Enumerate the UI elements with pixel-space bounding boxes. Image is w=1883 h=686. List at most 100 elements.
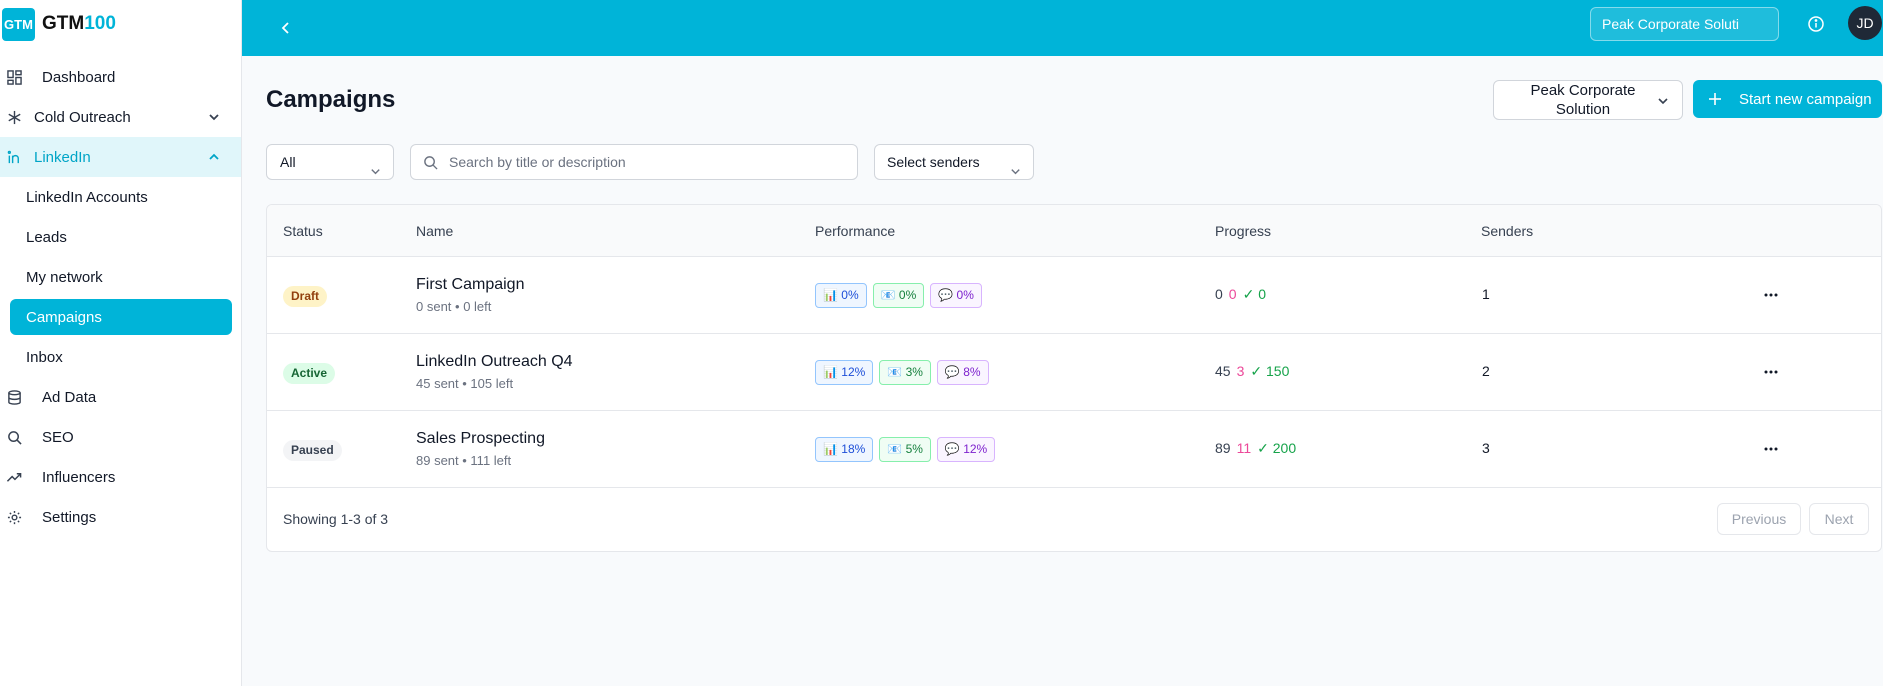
senders-count: 1 <box>1482 286 1490 302</box>
status-badge: Active <box>283 363 336 384</box>
sidebar-item-leads[interactable]: Leads <box>26 228 67 246</box>
progress-done: ✓ 200 <box>1257 440 1297 456</box>
campaign-name[interactable]: First Campaign <box>416 276 525 293</box>
sidebar: GTM GTM100 Dashboard Cold Outreach Linke… <box>0 0 242 686</box>
senders-count: 2 <box>1482 363 1490 379</box>
sidebar-item-influencers[interactable]: Influencers <box>0 457 241 497</box>
org-select-value: Peak Corporate Solution <box>1530 82 1636 118</box>
performance-chips: 📊 0% 📧 0% 💬 0% <box>815 283 982 308</box>
logo: GTM <box>2 7 35 41</box>
page-title: Campaigns <box>266 86 396 113</box>
sidebar-item-linkedin[interactable]: LinkedIn <box>0 137 241 177</box>
table-row[interactable]: Paused Sales Prospecting 89 sent • 111 l… <box>267 411 1881 488</box>
progress-counts: 0 0 ✓ 0 <box>1215 286 1266 303</box>
sidebar-item-label: Settings <box>42 508 97 526</box>
search-icon <box>6 429 22 445</box>
email-rate-chip: 📧 3% <box>879 360 931 385</box>
progress-done: ✓ 0 <box>1242 286 1266 302</box>
table-footer: Showing 1-3 of 3 Previous Next <box>267 488 1881 551</box>
sidebar-item-inbox[interactable]: Inbox <box>26 348 63 366</box>
campaign-name[interactable]: LinkedIn Outreach Q4 <box>416 353 573 370</box>
brand-name: GTM100 <box>42 13 116 34</box>
next-page-button[interactable]: Next <box>1809 503 1869 535</box>
chevron-down-icon <box>1656 94 1670 108</box>
reply-rate-chip: 💬 12% <box>936 437 996 462</box>
progress-pending: 0 <box>1215 286 1223 302</box>
reply-rate-chip: 💬 0% <box>930 283 982 308</box>
performance-chips: 📊 18% 📧 5% 💬 12% <box>815 437 996 462</box>
linkedin-icon <box>6 149 22 165</box>
info-icon[interactable] <box>1807 15 1825 33</box>
sidebar-item-seo[interactable]: SEO <box>0 417 241 457</box>
status-filter-select[interactable]: All <box>266 144 394 180</box>
status-filter-value: All <box>280 154 296 170</box>
sidebar-item-settings[interactable]: Settings <box>0 497 241 537</box>
progress-in-flight: 11 <box>1236 440 1252 456</box>
search-icon <box>423 155 438 170</box>
sidebar-item-linkedin-accounts[interactable]: LinkedIn Accounts <box>26 188 148 206</box>
campaign-stats: 89 sent • 111 left <box>416 453 512 468</box>
senders-select[interactable]: Select senders <box>874 144 1034 180</box>
top-bar: Peak Corporate Soluti JD <box>242 0 1883 56</box>
campaigns-table: Status Name Performance Progress Senders… <box>266 204 1882 552</box>
progress-done: ✓ 150 <box>1250 363 1290 379</box>
header-progress: Progress <box>1215 223 1272 239</box>
sidebar-item-my-network[interactable]: My network <box>26 268 103 286</box>
sidebar-item-campaigns[interactable]: Campaigns <box>10 299 232 335</box>
chevron-down-icon <box>369 156 382 175</box>
campaign-stats: 0 sent • 0 left <box>416 299 492 314</box>
start-new-campaign-label: Start new campaign <box>1739 90 1872 108</box>
snowflake-icon <box>6 109 22 125</box>
header-performance: Performance <box>815 223 896 239</box>
progress-in-flight: 0 <box>1228 286 1237 302</box>
progress-pending: 89 <box>1215 440 1231 456</box>
open-rate-chip: 📊 0% <box>815 283 867 308</box>
progress-pending: 45 <box>1215 363 1231 379</box>
sidebar-item-ad-data[interactable]: Ad Data <box>0 377 241 417</box>
org-field[interactable]: Peak Corporate Soluti <box>1590 7 1779 41</box>
chevron-down-icon[interactable] <box>207 110 221 124</box>
org-select[interactable]: Peak Corporate Solution <box>1493 80 1683 120</box>
sidebar-item-dashboard[interactable]: Dashboard <box>0 57 241 97</box>
sidebar-item-label: Dashboard <box>42 68 116 86</box>
chevron-down-icon <box>1009 156 1022 175</box>
senders-count: 3 <box>1482 440 1490 456</box>
more-options-icon[interactable] <box>1761 285 1781 305</box>
table-header: Status Name Performance Progress Senders <box>267 205 1881 257</box>
reply-rate-chip: 💬 8% <box>936 360 989 385</box>
previous-page-button[interactable]: Previous <box>1717 503 1801 535</box>
main-content: Campaigns Peak Corporate Solution Start … <box>242 56 1883 686</box>
plus-icon <box>1707 91 1723 107</box>
progress-in-flight: 3 <box>1236 363 1245 379</box>
header-name: Name <box>416 223 454 239</box>
status-badge: Paused <box>283 440 342 461</box>
more-options-icon[interactable] <box>1761 362 1781 382</box>
database-icon <box>6 389 22 405</box>
trending-icon <box>6 469 22 485</box>
table-row[interactable]: Active LinkedIn Outreach Q4 45 sent • 10… <box>267 334 1881 411</box>
campaign-stats: 45 sent • 105 left <box>416 376 514 391</box>
sidebar-item-label: Influencers <box>42 468 116 486</box>
table-row[interactable]: Draft First Campaign 0 sent • 0 left 📊 0… <box>267 257 1881 334</box>
sidebar-item-label: LinkedIn <box>34 148 91 166</box>
sidebar-item-label: Cold Outreach <box>34 108 131 126</box>
avatar[interactable]: JD <box>1848 6 1882 40</box>
dashboard-icon <box>6 69 22 85</box>
sidebar-item-cold-outreach[interactable]: Cold Outreach <box>0 97 241 137</box>
header-senders: Senders <box>1481 223 1534 239</box>
performance-chips: 📊 12% 📧 3% 💬 8% <box>815 360 989 385</box>
search-input[interactable] <box>449 145 849 179</box>
brand[interactable]: GTM GTM100 <box>0 0 241 48</box>
open-rate-chip: 📊 12% <box>815 360 874 385</box>
campaign-name[interactable]: Sales Prospecting <box>416 430 545 447</box>
chevron-up-icon[interactable] <box>207 150 221 164</box>
chevron-left-icon[interactable] <box>274 16 298 40</box>
header-status: Status <box>283 223 323 239</box>
more-options-icon[interactable] <box>1761 439 1781 459</box>
open-rate-chip: 📊 18% <box>815 437 874 462</box>
start-new-campaign-button[interactable]: Start new campaign <box>1693 80 1882 118</box>
sidebar-item-label: SEO <box>42 428 74 446</box>
progress-counts: 45 3 ✓ 150 <box>1215 363 1289 380</box>
search-box <box>410 144 858 180</box>
sidebar-nav: Dashboard Cold Outreach LinkedIn LinkedI… <box>0 57 241 537</box>
